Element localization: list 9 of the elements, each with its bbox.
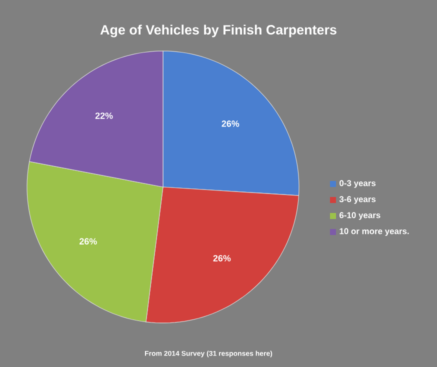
- legend-label: 3-6 years: [339, 196, 376, 204]
- legend-label: 0-3 years: [340, 180, 376, 188]
- chart-title: Age of Vehicles by Finish Carpenters: [100, 24, 336, 38]
- legend-label: 6-10 years: [340, 212, 380, 220]
- legend-label: 10 or more years.: [340, 228, 409, 236]
- data-label: 26%: [213, 255, 231, 262]
- data-label: 22%: [95, 112, 113, 119]
- data-label: 26%: [80, 238, 97, 245]
- data-label: 26%: [222, 120, 240, 127]
